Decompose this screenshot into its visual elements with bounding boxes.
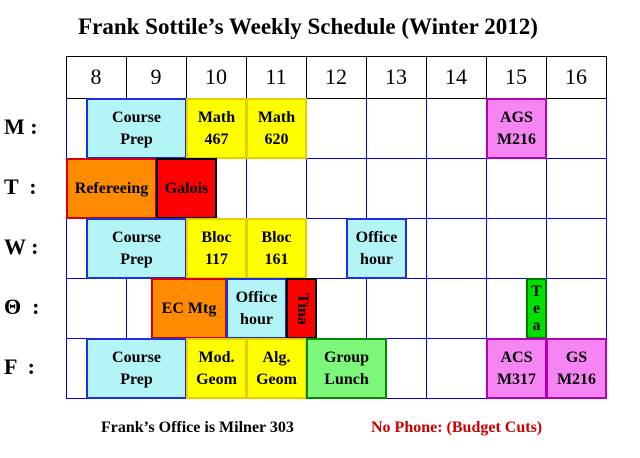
schedule-block-label: AGS M216: [496, 108, 537, 148]
schedule-block-label: Course Prep: [112, 108, 161, 148]
schedule-block[interactable]: Tina: [286, 278, 317, 339]
schedule-block-label: Math 467: [197, 108, 236, 148]
hour-header-label: 8: [90, 64, 102, 89]
schedule-block-label: GS M216: [556, 348, 597, 388]
schedule-block[interactable]: T e a: [526, 278, 547, 339]
schedule-block[interactable]: ACS M317: [486, 338, 547, 399]
hour-header-label: 12: [325, 64, 347, 89]
schedule-block[interactable]: Alg. Geom: [246, 338, 307, 399]
schedule-block[interactable]: Office hour: [226, 278, 287, 339]
schedule-block[interactable]: Bloc 161: [246, 218, 307, 279]
schedule-block-label: Mod. Geom: [196, 348, 237, 388]
phone-note: No Phone: (Budget Cuts): [371, 419, 543, 436]
schedule-block-label: EC Mtg: [161, 299, 217, 317]
hour-header-label: 10: [205, 64, 227, 89]
schedule-block[interactable]: Math 620: [246, 98, 307, 159]
hour-header-divider: [426, 56, 427, 98]
schedule-block[interactable]: Course Prep: [86, 218, 187, 279]
hour-header-row: [66, 56, 607, 99]
schedule-block-label: Galois: [164, 179, 209, 197]
schedule-block[interactable]: Office hour: [346, 218, 407, 279]
schedule-block[interactable]: Galois: [156, 158, 217, 219]
schedule-block[interactable]: Group Lunch: [306, 338, 387, 399]
hour-header-divider: [306, 56, 307, 98]
schedule-block[interactable]: Mod. Geom: [186, 338, 247, 399]
hour-header-label: 14: [445, 64, 467, 89]
schedule-block-label: Course Prep: [112, 348, 161, 388]
schedule-title: Frank Sottile’s Weekly Schedule (Winter …: [78, 14, 538, 39]
schedule-block-label: Course Prep: [112, 228, 161, 268]
schedule-block-label: Group Lunch: [323, 348, 370, 388]
day-label-t: T :: [4, 174, 37, 199]
grid-vertical-line: [486, 98, 487, 398]
hour-header-label: 15: [505, 64, 527, 89]
grid-vertical-line: [546, 98, 547, 398]
schedule-block[interactable]: Refereeing: [66, 158, 157, 219]
schedule-block[interactable]: Bloc 117: [186, 218, 247, 279]
schedule-block[interactable]: Course Prep: [86, 338, 187, 399]
hour-header-divider: [546, 56, 547, 98]
schedule-block-label: Office hour: [355, 228, 398, 268]
hour-header-label: 16: [565, 64, 587, 89]
grid-vertical-line: [606, 98, 607, 398]
hour-header-divider: [186, 56, 187, 98]
schedule-block-label: ACS M317: [496, 348, 537, 388]
schedule-block[interactable]: Math 467: [186, 98, 247, 159]
day-label-m: M :: [4, 114, 38, 139]
day-label-f: F :: [4, 354, 35, 379]
schedule-block-label: Refereeing: [74, 179, 149, 197]
schedule-block-label: Office hour: [235, 288, 278, 328]
hour-header-label: 13: [385, 64, 407, 89]
schedule-block[interactable]: AGS M216: [486, 98, 547, 159]
schedule-block[interactable]: EC Mtg: [151, 278, 227, 339]
day-label-w: W :: [4, 234, 39, 259]
schedule-block-label: Bloc 117: [201, 228, 232, 268]
grid-horizontal-line: [66, 218, 606, 219]
office-location-note: Frank’s Office is Milner 303: [101, 419, 294, 436]
schedule-block[interactable]: GS M216: [546, 338, 607, 399]
hour-header-label: 9: [150, 64, 162, 89]
schedule-block[interactable]: Course Prep: [86, 98, 187, 159]
hour-header-divider: [246, 56, 247, 98]
hour-header-divider: [126, 56, 127, 98]
schedule-block-label: Bloc 161: [261, 228, 292, 268]
schedule-block-label: Tina: [293, 292, 311, 325]
grid-horizontal-line: [66, 158, 606, 159]
grid-vertical-line: [426, 98, 427, 398]
grid-vertical-line: [66, 98, 67, 398]
day-label-th: Θ :: [4, 294, 40, 319]
hour-header-divider: [366, 56, 367, 98]
hour-header-label: 11: [265, 64, 287, 89]
schedule-block-label: T e a: [531, 283, 542, 334]
hour-header-divider: [486, 56, 487, 98]
schedule-block-label: Alg. Geom: [256, 348, 297, 388]
grid-horizontal-line: [66, 278, 606, 279]
schedule-block-label: Math 620: [257, 108, 296, 148]
